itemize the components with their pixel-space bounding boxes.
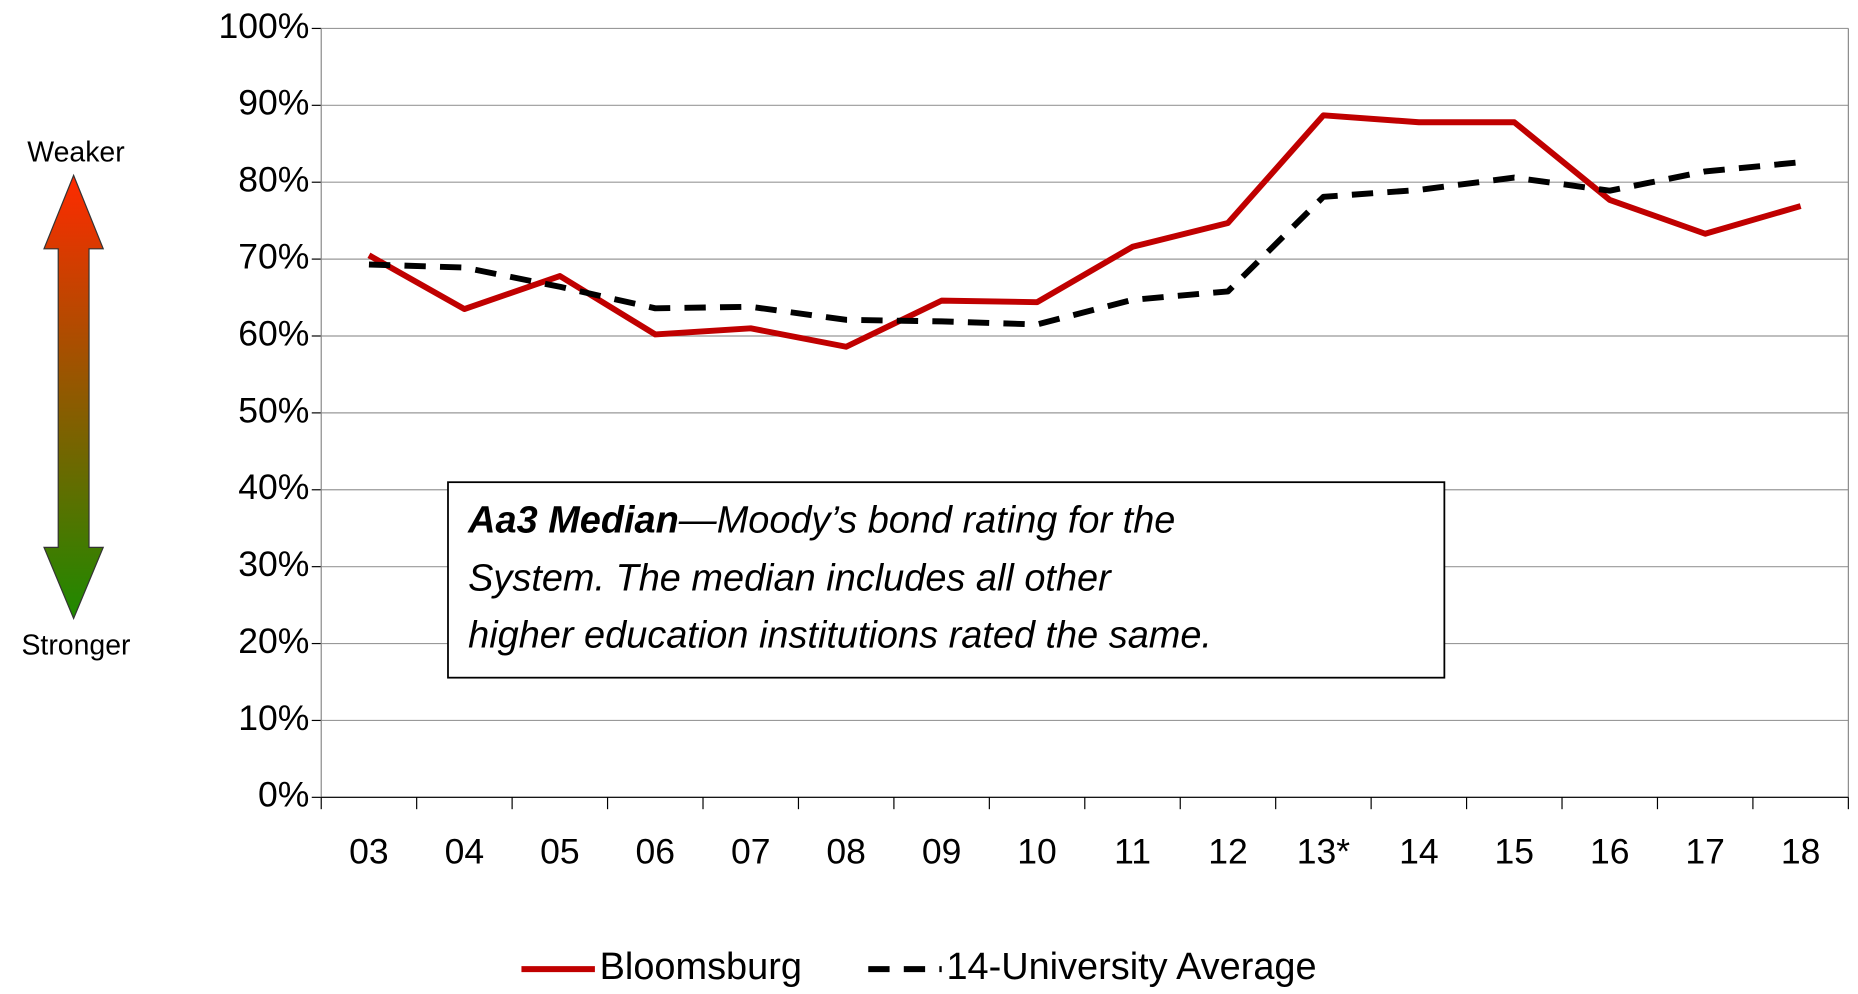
grid: 0% 10% 20% 30% 40% 50% 60% 70% 80% 90% 100% 03 04 05 0… (218, 6, 1849, 872)
x-tick-label: 09 (922, 832, 962, 872)
x-tick-label: 07 (731, 832, 771, 872)
x-tick-label: 17 (1685, 832, 1725, 872)
y-tick-label: 20% (238, 621, 309, 661)
y-tick-label: 70% (238, 236, 309, 276)
series-line (367, 112, 1802, 350)
x-tick-label: 18 (1781, 832, 1821, 872)
legend-label: 14-University Average (946, 946, 1316, 988)
legend-label: Bloomsburg (600, 946, 802, 988)
y-tick-label: 30% (238, 544, 309, 584)
x-tick-label: 13* (1297, 832, 1351, 872)
x-tick-label: 05 (540, 832, 580, 872)
annotation-line: System. The median includes all other (468, 558, 1112, 600)
stronger-label: Stronger (21, 629, 130, 661)
annotation-text: —Moody’s bond rating for the (678, 499, 1176, 541)
y-tick-label: 100% (218, 6, 309, 46)
x-tick-label: 10 (1017, 832, 1057, 872)
x-tick-label: 11 (1114, 832, 1151, 872)
y-tick-label: 10% (238, 698, 309, 738)
y-tick-label: 0% (258, 775, 309, 815)
series-line (368, 159, 1801, 328)
legend: Bloomsburg 14-University Average (521, 946, 1317, 988)
y-tick-label: 60% (238, 313, 309, 353)
x-tick-label: 03 (349, 832, 389, 872)
strength-arrow (43, 173, 105, 620)
x-tick-label: 12 (1208, 832, 1248, 872)
y-tick-label: 40% (238, 467, 309, 507)
x-tick-label: 06 (636, 832, 676, 872)
x-tick-label: 14 (1399, 832, 1439, 872)
x-tick-label: 16 (1590, 832, 1630, 872)
y-tick-label: 80% (238, 160, 309, 200)
annotation-line: Aa3 Median—Moody’s bond rating for the (467, 499, 1175, 541)
annotation-bold: Aa3 Median (467, 499, 679, 541)
annotation-box (447, 481, 1446, 679)
weaker-label: Weaker (27, 137, 124, 169)
y-tick-label: 90% (238, 83, 309, 123)
annotation-line: higher education institutions rated the … (468, 614, 1212, 656)
lines (367, 112, 1802, 350)
x-tick-label: 04 (445, 832, 485, 872)
y-tick-label: 50% (238, 390, 309, 430)
x-tick-label: 15 (1495, 832, 1535, 872)
x-tick-label: 08 (826, 832, 866, 872)
